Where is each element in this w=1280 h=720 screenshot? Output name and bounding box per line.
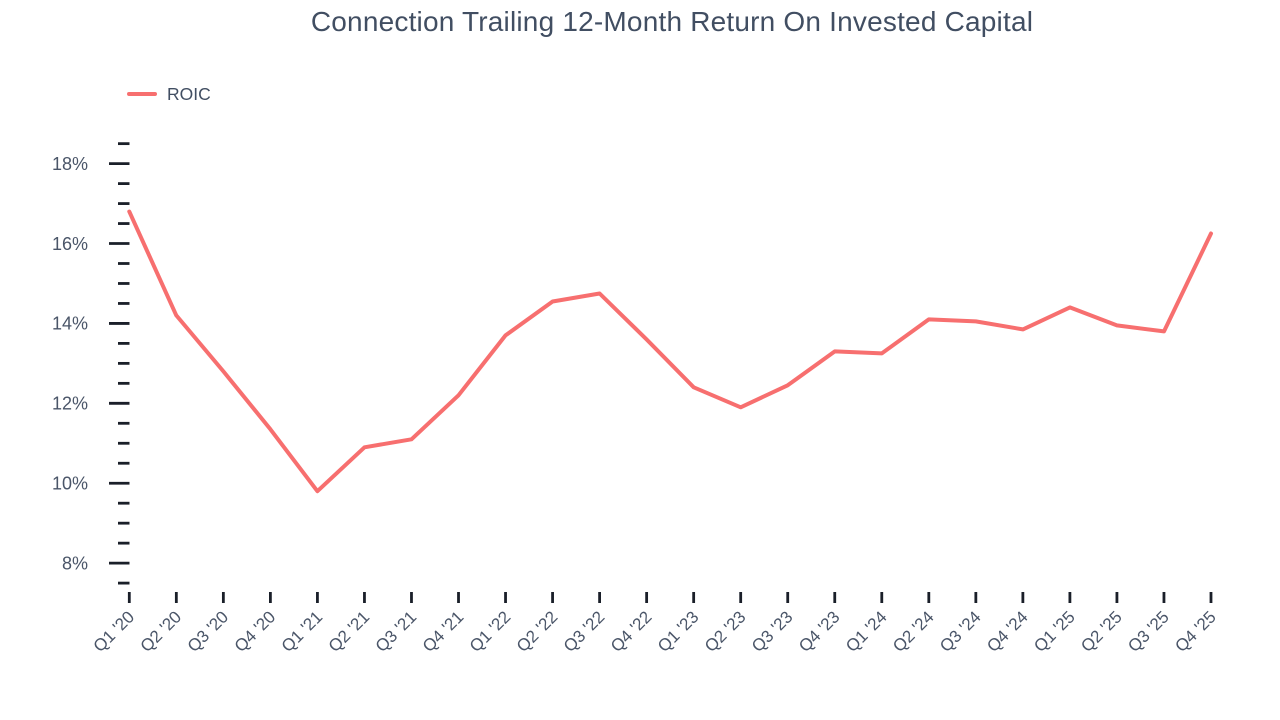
y-axis-tick-label: 8%	[62, 553, 88, 573]
x-axis-ticks	[127, 592, 1213, 603]
x-axis-tick-label: Q3 '20	[184, 607, 232, 655]
x-axis-tick-label: Q1 '20	[90, 607, 138, 655]
x-axis-tick-label: Q3 '22	[560, 607, 608, 655]
legend-label-roic: ROIC	[167, 83, 211, 104]
x-axis-tick-label: Q4 '25	[1171, 607, 1219, 655]
x-axis-tick-label: Q2 '24	[889, 607, 937, 655]
y-axis-tick-label: 18%	[52, 154, 88, 174]
roic-legend-line-swatch	[127, 91, 157, 97]
x-axis-tick-label: Q1 '24	[842, 607, 890, 655]
y-axis-tick-label: 10%	[52, 474, 88, 494]
x-axis-tick-label: Q2 '22	[513, 607, 561, 655]
x-axis-tick-label: Q1 '21	[278, 607, 326, 655]
y-axis-ticks	[109, 142, 130, 585]
chart-legend: ROIC	[127, 84, 211, 104]
x-axis-tick-label: Q2 '20	[137, 607, 185, 655]
y-axis-tick-label: 14%	[52, 314, 88, 334]
x-axis-tick-label: Q3 '23	[748, 607, 796, 655]
x-axis-tick-label: Q4 '23	[795, 607, 843, 655]
x-axis-tick-label: Q3 '21	[372, 607, 420, 655]
x-axis-tick-label: Q2 '23	[701, 607, 749, 655]
x-axis-tick-label: Q3 '24	[936, 607, 984, 655]
y-axis-tick-label: 16%	[52, 234, 88, 254]
chart-title: Connection Trailing 12-Month Return On I…	[310, 6, 1034, 37]
x-axis-tick-label: Q2 '21	[325, 607, 373, 655]
y-axis-tick-label: 12%	[52, 394, 88, 414]
x-axis-tick-label: Q2 '25	[1077, 607, 1125, 655]
x-axis-tick-label: Q4 '21	[419, 607, 467, 655]
x-axis-tick-label: Q4 '24	[983, 607, 1031, 655]
x-axis-tick-label: Q3 '25	[1124, 607, 1172, 655]
x-axis-tick-label: Q4 '22	[607, 607, 655, 655]
x-axis-tick-label: Q1 '23	[654, 607, 702, 655]
y-axis-labels: 8% 10% 12% 14% 16% 18%	[52, 154, 88, 573]
x-axis-tick-label: Q4 '20	[231, 607, 279, 655]
x-axis-tick-label: Q1 '22	[466, 607, 514, 655]
x-axis-tick-label: Q1 '25	[1030, 607, 1078, 655]
roic-series-line	[127, 209, 1213, 494]
